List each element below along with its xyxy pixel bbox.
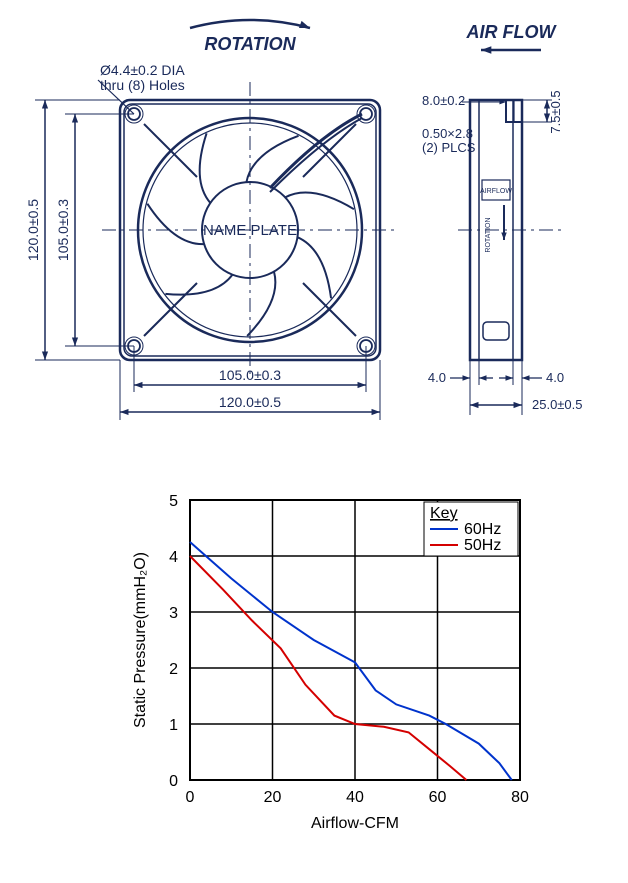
svg-text:Airflow-CFM: Airflow-CFM — [311, 815, 399, 832]
svg-text:60Hz: 60Hz — [464, 521, 501, 538]
svg-text:80: 80 — [511, 789, 529, 806]
svg-text:ROTATION: ROTATION — [204, 34, 296, 54]
svg-text:(2) PLCS: (2) PLCS — [422, 140, 476, 155]
svg-text:50Hz: 50Hz — [464, 537, 501, 554]
svg-text:25.0±0.5: 25.0±0.5 — [532, 397, 583, 412]
svg-text:2: 2 — [169, 661, 178, 678]
svg-text:4: 4 — [169, 549, 178, 566]
svg-text:5: 5 — [169, 493, 178, 510]
svg-text:AIRFLOW: AIRFLOW — [480, 188, 512, 195]
svg-text:3: 3 — [169, 605, 178, 622]
svg-text:20: 20 — [264, 789, 282, 806]
fan-technical-drawing: ROTATION AIR FLOW Ø4.4±0.2 DIAthru (8) Hol… — [10, 10, 618, 450]
svg-text:thru (8) Holes: thru (8) Holes — [100, 77, 185, 93]
svg-text:120.0±0.5: 120.0±0.5 — [25, 199, 41, 261]
svg-text:105.0±0.3: 105.0±0.3 — [219, 367, 281, 383]
airflow-pressure-chart: 0 20 40 60 80 0 1 2 3 4 5 Airflow-CFM Static Pressur… — [10, 480, 618, 860]
svg-text:4.0: 4.0 — [428, 370, 446, 385]
svg-text:0: 0 — [186, 789, 195, 806]
svg-text:7.5±0.5: 7.5±0.5 — [548, 90, 563, 133]
svg-text:0: 0 — [169, 773, 178, 790]
svg-text:60: 60 — [429, 789, 447, 806]
svg-text:AIR FLOW: AIR FLOW — [466, 22, 558, 42]
svg-text:Ø4.4±0.2 DIA: Ø4.4±0.2 DIA — [100, 62, 185, 78]
svg-text:0.50×2.8: 0.50×2.8 — [422, 126, 473, 141]
svg-text:ROTATION: ROTATION — [485, 217, 492, 252]
svg-text:4.0: 4.0 — [546, 370, 564, 385]
svg-text:Static Pressure(mmH₂O): Static Pressure(mmH₂O) — [132, 552, 149, 728]
svg-text:8.0±0.2: 8.0±0.2 — [422, 93, 465, 108]
svg-text:1: 1 — [169, 717, 178, 734]
svg-text:Key: Key — [430, 505, 458, 522]
svg-text:105.0±0.3: 105.0±0.3 — [55, 199, 71, 261]
svg-text:120.0±0.5: 120.0±0.5 — [219, 394, 281, 410]
svg-text:40: 40 — [346, 789, 364, 806]
